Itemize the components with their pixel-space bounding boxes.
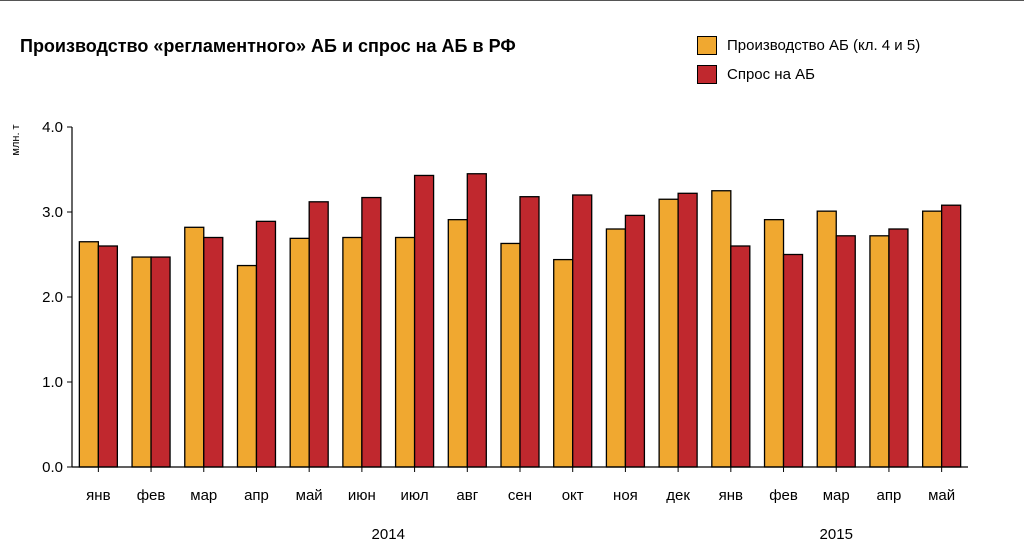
bar-demand	[519, 196, 540, 468]
bar-demand	[572, 194, 593, 468]
x-tick-label: фев	[137, 487, 166, 504]
bar-production	[816, 210, 837, 468]
y-tick-label: 3.0	[42, 204, 63, 221]
x-tick-label: июн	[348, 487, 376, 504]
bar-demand	[203, 236, 224, 468]
x-tick-label: мар	[190, 487, 217, 504]
legend-swatch-demand	[697, 65, 717, 84]
bar-production	[763, 218, 785, 468]
x-tick-label: апр	[877, 487, 902, 504]
bar-production	[605, 228, 627, 468]
bar-production	[131, 256, 152, 468]
legend-label-production: Производство АБ (кл. 4 и 5)	[727, 37, 921, 54]
x-tick-label: ноя	[613, 487, 638, 504]
bar-demand	[413, 174, 435, 468]
bar-production	[236, 264, 258, 468]
x-tick-label: май	[928, 487, 955, 504]
legend-item-demand: Спрос на АБ	[697, 64, 920, 85]
x-tick-label: янв	[719, 487, 743, 504]
x-tick-label: июл	[401, 487, 429, 504]
bar-demand	[624, 214, 646, 468]
y-tick-label: 2.0	[42, 289, 63, 306]
bar-production	[342, 236, 363, 468]
bar-demand	[730, 245, 751, 468]
x-tick-label: янв	[86, 487, 110, 504]
bar-demand	[361, 196, 382, 468]
x-tick-label: апр	[244, 487, 269, 504]
bar-demand	[888, 228, 909, 468]
bar-production	[500, 242, 521, 468]
chart-title: Производство «регламентного» АБ и спрос …	[20, 36, 516, 56]
bar-production	[658, 198, 679, 468]
bar-production	[921, 210, 943, 468]
x-group-label: 2015	[820, 526, 853, 543]
bar-production	[447, 218, 468, 468]
bar-production	[78, 241, 100, 468]
x-tick-label: авг	[456, 487, 478, 504]
x-tick-label: сен	[508, 487, 532, 504]
y-tick-label: 1.0	[42, 374, 63, 391]
bar-demand	[308, 201, 329, 468]
bar-production	[553, 258, 574, 468]
x-tick-label: фев	[769, 487, 798, 504]
x-tick-label: май	[296, 487, 323, 504]
bar-demand	[97, 245, 119, 468]
y-tick-label: 4.0	[42, 119, 63, 136]
legend: Производство АБ (кл. 4 и 5) Спрос на АБ	[697, 35, 920, 93]
x-tick-label: дек	[666, 487, 690, 504]
bar-demand	[940, 204, 962, 468]
bar-production	[394, 236, 416, 468]
bar-production	[289, 237, 310, 468]
x-tick-label: мар	[823, 487, 850, 504]
bar-production	[711, 190, 732, 468]
bar-demand	[255, 220, 277, 468]
bar-production	[184, 226, 205, 468]
bar-demand	[466, 173, 487, 468]
legend-item-production: Производство АБ (кл. 4 и 5)	[697, 35, 920, 56]
top-divider	[0, 0, 1024, 1]
bar-demand	[835, 235, 856, 468]
x-tick-label: окт	[562, 487, 584, 504]
legend-label-demand: Спрос на АБ	[727, 66, 815, 83]
bar-production	[869, 235, 890, 468]
bar-demand	[150, 256, 171, 468]
bar-demand	[782, 253, 804, 468]
legend-swatch-production	[697, 36, 717, 55]
y-tick-label: 0.0	[42, 459, 63, 476]
bar-demand	[677, 192, 698, 468]
x-group-label: 2014	[372, 526, 405, 543]
